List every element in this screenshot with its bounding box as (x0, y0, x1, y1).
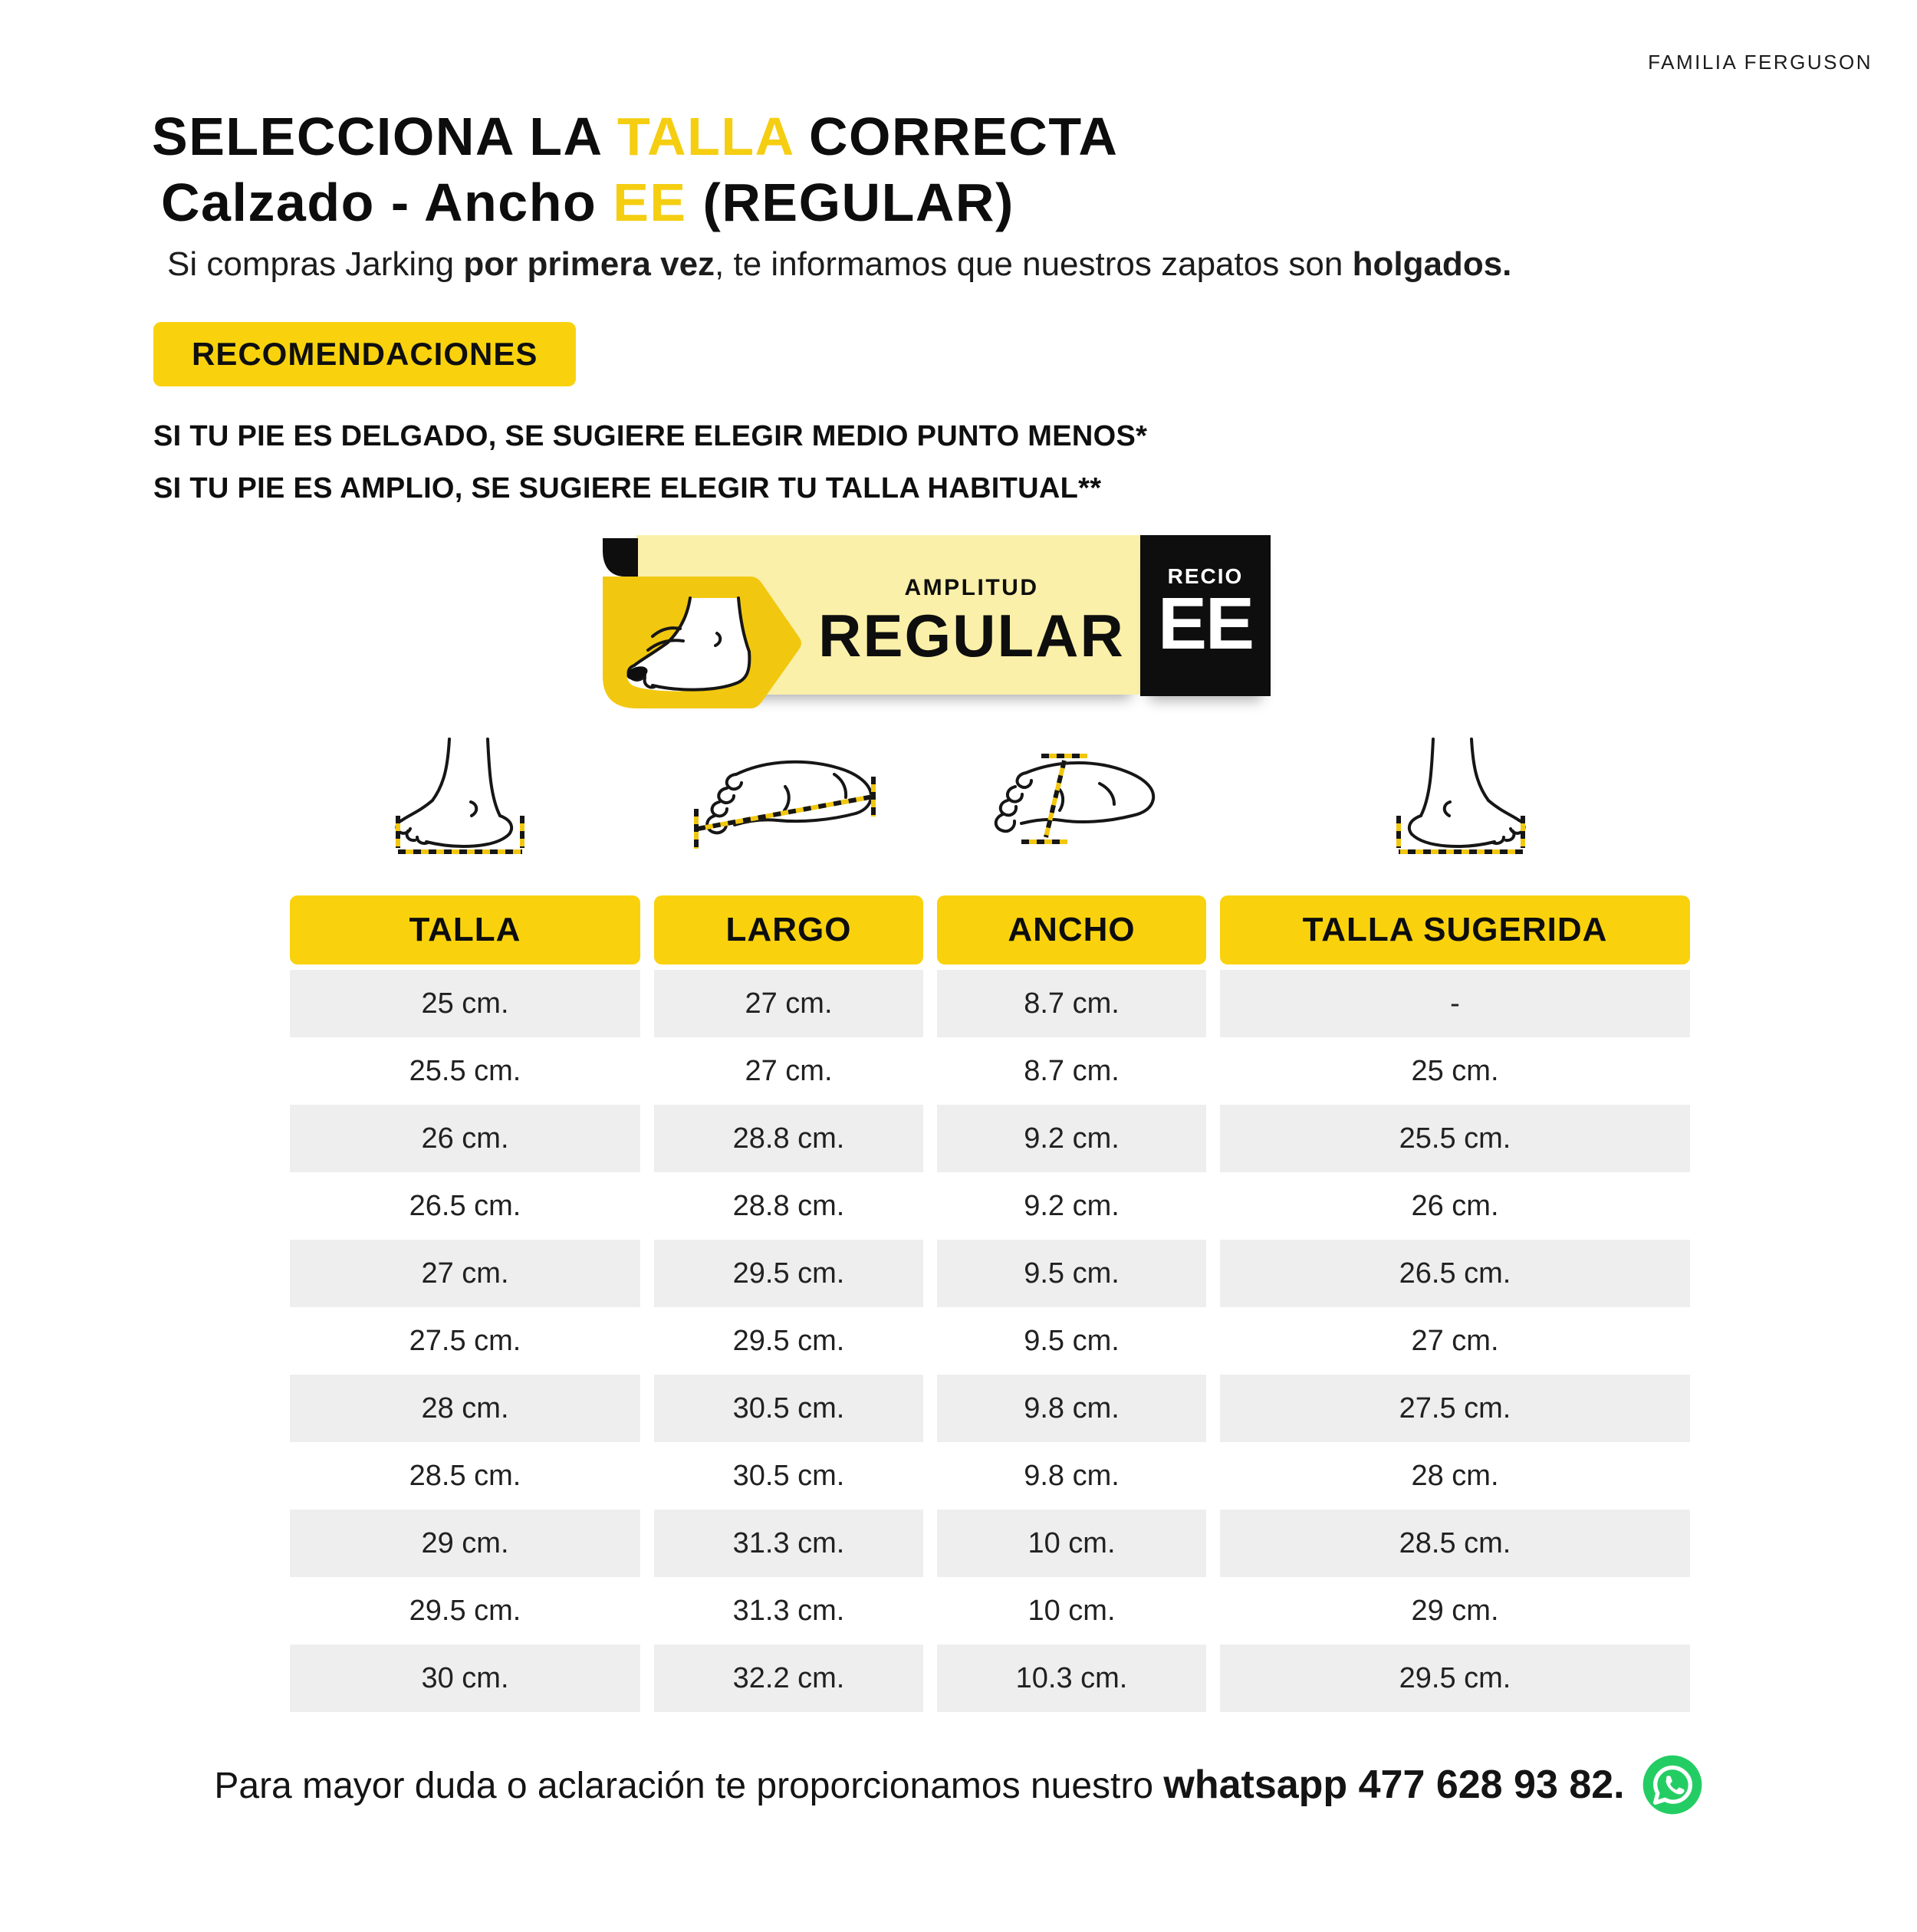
foot-length-measure-icon (654, 727, 923, 872)
table-cell: 26 cm. (1411, 1189, 1499, 1222)
table-row: 26 cm. 28.8 cm. 9.2 cm. 25.5 cm. (290, 1105, 1690, 1172)
table-cell: 9.8 cm. (1024, 1459, 1120, 1492)
whatsapp-icon[interactable] (1642, 1754, 1703, 1815)
table-cell: 26 cm. (290, 1105, 640, 1172)
table-cell: 10.3 cm. (937, 1644, 1206, 1712)
brand-label: FAMILIA FERGUSON (1648, 51, 1873, 74)
width-code-box: RECIO EE (1140, 535, 1271, 696)
foot-width-measure-icon (937, 727, 1206, 872)
title-text: SELECCIONA LA (152, 107, 617, 166)
subtitle-text: (REGULAR) (686, 172, 1014, 232)
width-code-title: RECIO (1167, 564, 1244, 588)
table-cell: 9.5 cm. (937, 1240, 1206, 1307)
recommendations-badge: RECOMENDACIONES (153, 322, 577, 386)
amplitude-value: REGULAR (818, 602, 1125, 669)
width-code-value: EE (1157, 583, 1254, 665)
table-cell: 25.5 cm. (1220, 1105, 1690, 1172)
subtitle-highlight: EE (613, 172, 687, 232)
title-text: CORRECTA (793, 107, 1119, 166)
foot-side-right-icon (1220, 727, 1690, 872)
intro-segment: Si compras Jarking (167, 245, 464, 283)
column-header-talla-sugerida: TALLA SUGERIDA (1220, 895, 1690, 964)
table-row: 30 cm. 32.2 cm. 10.3 cm. 29.5 cm. (290, 1644, 1690, 1712)
table-cell: 30.5 cm. (732, 1459, 845, 1492)
table-cell: 29 cm. (1411, 1594, 1499, 1627)
page-title: SELECCIONA LA TALLA CORRECTA (152, 106, 1118, 167)
table-cell: 28 cm. (290, 1375, 640, 1442)
table-cell: 25 cm. (1411, 1054, 1499, 1087)
table-row: 26.5 cm. 28.8 cm. 9.2 cm. 26 cm. (290, 1172, 1690, 1240)
table-row: 29 cm. 31.3 cm. 10 cm. 28.5 cm. (290, 1510, 1690, 1577)
table-row: 28.5 cm. 30.5 cm. 9.8 cm. 28 cm. (290, 1442, 1690, 1510)
table-cell: 27 cm. (1411, 1324, 1499, 1357)
subtitle-text: Calzado - Ancho (161, 172, 613, 232)
column-header-ancho: ANCHO (937, 895, 1206, 964)
table-cell: 8.7 cm. (937, 970, 1206, 1037)
table-cell: 27.5 cm. (409, 1324, 521, 1357)
column-header-talla: TALLA (290, 895, 640, 964)
column-header-largo: LARGO (654, 895, 923, 964)
contact-text: Para mayor duda o aclaración te proporci… (214, 1762, 1624, 1808)
title-highlight: TALLA (617, 107, 794, 166)
page-subtitle: Calzado - Ancho EE (REGULAR) (161, 172, 1014, 233)
table-cell: 27 cm. (745, 1054, 833, 1087)
table-cell: 9.8 cm. (937, 1375, 1206, 1442)
note-wide-foot: SI TU PIE ES AMPLIO, SE SUGIERE ELEGIR T… (153, 472, 1102, 504)
table-cell: 28 cm. (1411, 1459, 1499, 1492)
table-cell: 27.5 cm. (1220, 1375, 1690, 1442)
foot-side-left-icon (290, 727, 640, 872)
table-cell: 29 cm. (290, 1510, 640, 1577)
table-cell: 9.2 cm. (1024, 1189, 1120, 1222)
intro-segment: , te informamos que nuestros zapatos son (715, 245, 1353, 283)
table-cell: 8.7 cm. (1024, 1054, 1120, 1087)
table-cell: 31.3 cm. (732, 1594, 845, 1627)
foot-tiptoe-icon (603, 538, 801, 708)
table-cell: 9.5 cm. (1024, 1324, 1120, 1357)
table-cell: 27 cm. (290, 1240, 640, 1307)
table-cell: 30.5 cm. (654, 1375, 923, 1442)
table-cell: 28.8 cm. (654, 1105, 923, 1172)
table-cell: 29.5 cm. (409, 1594, 521, 1627)
table-header-row: TALLA LARGO ANCHO TALLA SUGERIDA (290, 895, 1690, 964)
table-cell: - (1220, 970, 1690, 1037)
table-body: 25 cm. 27 cm. 8.7 cm. - 25.5 cm. 27 cm. … (290, 970, 1690, 1712)
table-cell: 25 cm. (290, 970, 640, 1037)
table-row: 27.5 cm. 29.5 cm. 9.5 cm. 27 cm. (290, 1307, 1690, 1375)
table-cell: 32.2 cm. (654, 1644, 923, 1712)
contact-segment: Para mayor duda o aclaración te proporci… (214, 1766, 1164, 1806)
feet-illustration-row (290, 727, 1690, 872)
table-row: 25.5 cm. 27 cm. 8.7 cm. 25 cm. (290, 1037, 1690, 1105)
size-table: TALLA LARGO ANCHO TALLA SUGERIDA 25 cm. … (290, 895, 1690, 1712)
table-cell: 31.3 cm. (654, 1510, 923, 1577)
table-row: 29.5 cm. 31.3 cm. 10 cm. 29 cm. (290, 1577, 1690, 1644)
table-cell: 26.5 cm. (409, 1189, 521, 1222)
intro-bold: por primera vez (463, 245, 715, 283)
table-cell: 29.5 cm. (732, 1324, 845, 1357)
table-cell: 27 cm. (654, 970, 923, 1037)
intro-text: Si compras Jarking por primera vez, te i… (167, 245, 1511, 284)
table-row: 27 cm. 29.5 cm. 9.5 cm. 26.5 cm. (290, 1240, 1690, 1307)
contact-number: whatsapp 477 628 93 82. (1163, 1763, 1625, 1807)
intro-bold: holgados. (1352, 245, 1512, 283)
table-cell: 28.5 cm. (409, 1459, 521, 1492)
table-cell: 29.5 cm. (1220, 1644, 1690, 1712)
table-cell: 25.5 cm. (409, 1054, 521, 1087)
amplitude-banner: RECIO EE AMPLITUD REGULAR (602, 535, 1271, 713)
table-cell: 30 cm. (290, 1644, 640, 1712)
table-cell: 28.5 cm. (1220, 1510, 1690, 1577)
table-cell: 26.5 cm. (1220, 1240, 1690, 1307)
footer-contact: Para mayor duda o aclaración te proporci… (0, 1754, 1917, 1815)
ribbon-fold-icon (603, 538, 638, 577)
table-cell: 29.5 cm. (654, 1240, 923, 1307)
table-cell: 9.2 cm. (937, 1105, 1206, 1172)
table-cell: 10 cm. (937, 1510, 1206, 1577)
note-thin-foot: SI TU PIE ES DELGADO, SE SUGIERE ELEGIR … (153, 420, 1148, 452)
table-cell: 10 cm. (1028, 1594, 1116, 1627)
table-cell: 28.8 cm. (732, 1189, 845, 1222)
amplitude-label: AMPLITUD (904, 575, 1039, 600)
table-row: 25 cm. 27 cm. 8.7 cm. - (290, 970, 1690, 1037)
table-row: 28 cm. 30.5 cm. 9.8 cm. 27.5 cm. (290, 1375, 1690, 1442)
